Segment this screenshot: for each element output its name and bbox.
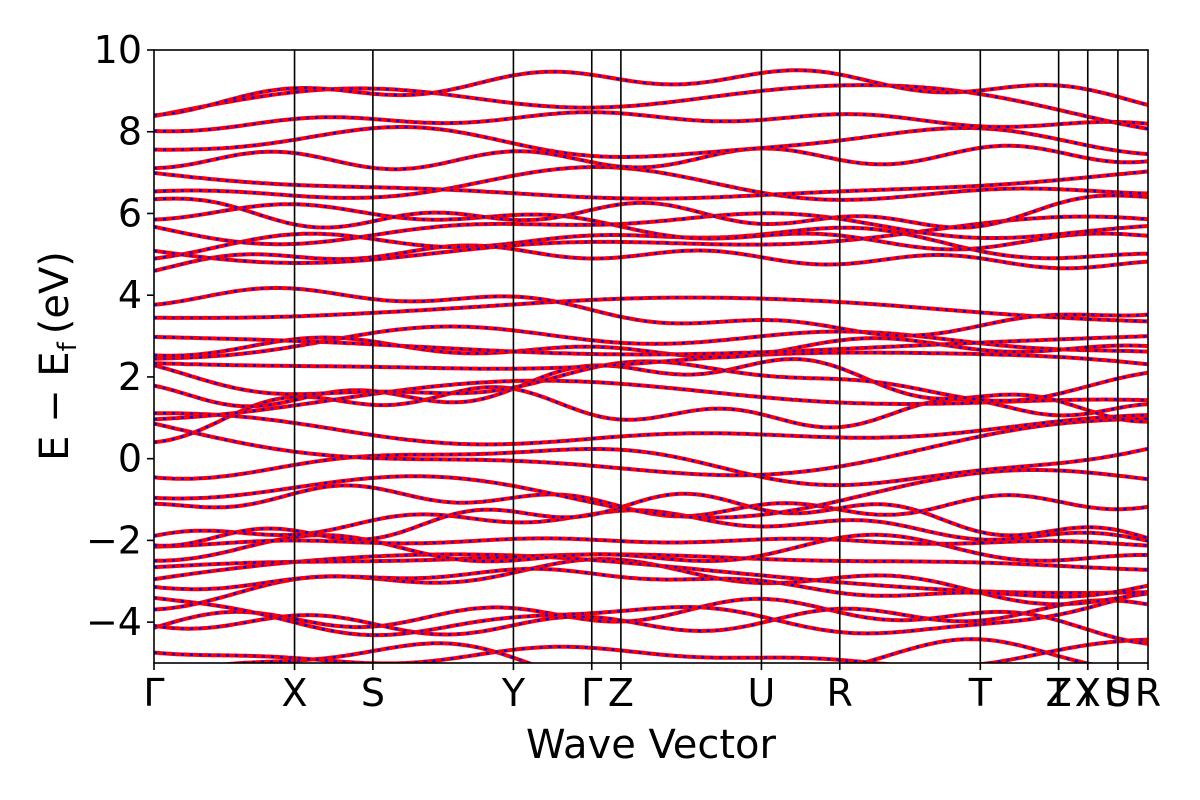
band-line-spin-up: [154, 211, 1148, 247]
x-axis-label: Wave Vector: [526, 722, 777, 768]
band-line-spin-down: [154, 194, 1148, 229]
x-tick-label: T: [1046, 671, 1071, 715]
band-line-spin-down: [154, 553, 1148, 571]
band-line-spin-up: [154, 446, 1148, 488]
x-tick-label: Γ: [143, 671, 164, 715]
x-tick-label: R: [1135, 671, 1161, 715]
band-line-spin-up: [154, 83, 1148, 131]
band-line-spin-down: [154, 286, 1148, 337]
band-line-spin-down: [154, 296, 1148, 323]
y-tick-label: −2: [86, 518, 142, 562]
band-line-spin-up: [154, 417, 1148, 478]
band-line-spin-up: [154, 589, 1148, 638]
band-line-spin-up: [154, 243, 1148, 273]
y-tick-label: −4: [86, 600, 142, 644]
band-line-spin-down: [154, 68, 1148, 117]
x-tick-label: Y: [1075, 671, 1100, 715]
band-line-spin-down: [154, 357, 1148, 423]
band-line-spin-up: [154, 335, 1148, 360]
x-tick-label: S: [361, 671, 385, 715]
band-line-spin-up: [154, 411, 1148, 447]
y-axis-label-main: E − E: [32, 351, 78, 461]
y-ticks: −4 −2 0 2 4 6 8 10: [86, 28, 154, 644]
band-line-spin-down: [154, 533, 1148, 563]
band-line-spin-up: [154, 110, 1148, 134]
y-tick-label: 4: [118, 273, 142, 317]
plot-frame: [153, 49, 1149, 664]
y-axis-label-unit: (eV): [32, 251, 78, 334]
band-line-spin-down: [154, 537, 1148, 548]
y-tick-label: 10: [94, 28, 142, 72]
band-line-spin-down: [154, 597, 1148, 645]
x-tick-label: Z: [608, 671, 634, 715]
band-line-spin-up: [154, 214, 1148, 265]
band-line-spin-down: [154, 468, 1148, 519]
band-line-spin-down: [154, 351, 1148, 370]
band-line-spin-down: [154, 484, 1148, 518]
bands: [154, 68, 1148, 663]
band-line-spin-up: [154, 295, 1148, 324]
x-tick-label: Z: [1046, 671, 1072, 715]
x-tick-label: R: [827, 671, 853, 715]
y-tick-label: 0: [118, 437, 142, 481]
band-line-spin-up: [154, 225, 1148, 261]
band-line-spin-down: [154, 385, 1148, 444]
band-line-spin-down: [154, 567, 1148, 598]
band-line-spin-up: [154, 357, 1148, 424]
x-tick-label: X: [282, 671, 308, 715]
y-axis-label: E − Ef (eV): [32, 251, 83, 461]
x-tick-label: X: [1075, 671, 1101, 715]
band-line-spin-up: [154, 202, 1148, 252]
y-tick-label: 6: [118, 191, 142, 235]
band-line-spin-up: [154, 165, 1148, 202]
x-ticks: Γ X S Y Γ Z U R T ZT XY US R: [143, 663, 1161, 715]
band-line-spin-down: [154, 170, 1148, 200]
band-line-spin-down: [154, 144, 1148, 171]
band-line-spin-up: [154, 508, 1148, 543]
k-point-lines: [293, 50, 1119, 663]
x-tick-label: T: [968, 671, 993, 715]
band-line-spin-down: [154, 492, 1148, 547]
band-line-spin-up: [154, 566, 1148, 599]
band-line-spin-down: [154, 360, 1148, 402]
band-line-spin-up: [154, 378, 1148, 422]
x-tick-label: Y: [501, 671, 526, 715]
y-tick-label: 8: [118, 110, 142, 154]
band-line-spin-down: [154, 335, 1148, 356]
band-line-spin-up: [154, 637, 1148, 663]
x-tick-label: S: [1106, 671, 1130, 715]
x-tick-label: U: [1104, 671, 1132, 715]
band-line-spin-up: [154, 285, 1148, 338]
y-axis-label-sub: f: [53, 341, 83, 351]
x-tick-label: Γ: [581, 671, 602, 715]
x-tick-label: U: [748, 671, 776, 715]
y-tick-label: 2: [118, 355, 142, 399]
band-line-spin-up: [154, 598, 1148, 637]
